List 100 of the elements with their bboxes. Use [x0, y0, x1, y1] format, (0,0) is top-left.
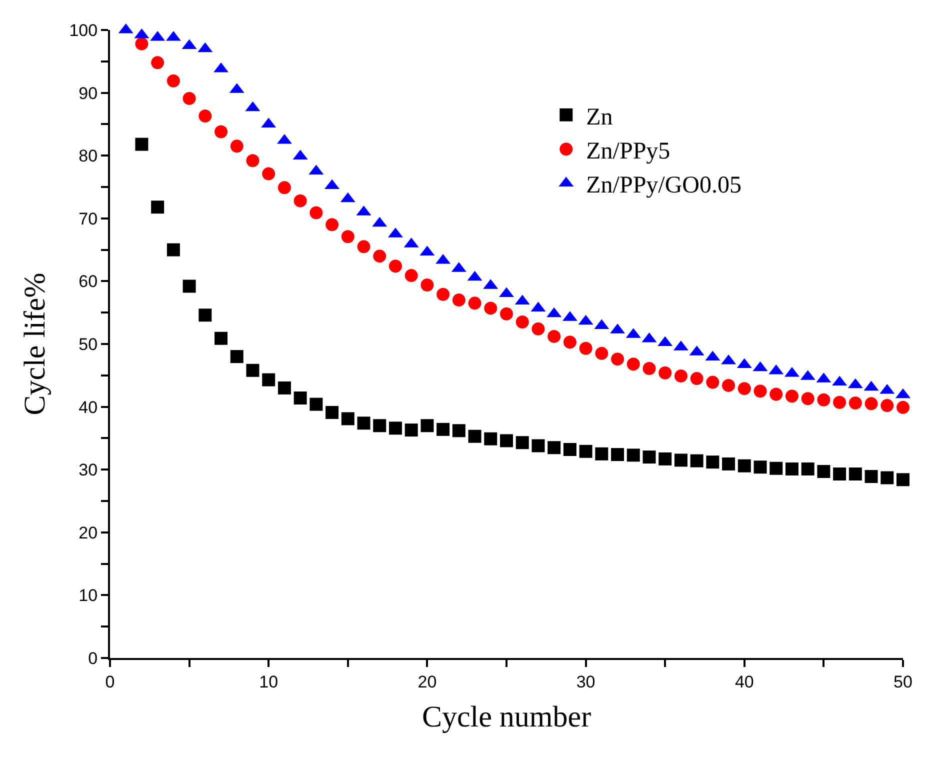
y-tick-label: 80: [78, 146, 98, 166]
point: [658, 452, 672, 466]
point: [642, 450, 656, 464]
point: [166, 74, 180, 88]
point: [706, 456, 720, 469]
x-tick-label: 50: [894, 672, 912, 692]
point: [135, 138, 148, 151]
point: [770, 462, 783, 475]
y-tick-label: 0: [88, 648, 98, 668]
point: [833, 468, 846, 480]
point: [326, 218, 339, 232]
point: [611, 448, 624, 462]
point: [864, 470, 878, 484]
point: [388, 422, 402, 435]
point: [706, 376, 720, 389]
point: [326, 406, 339, 419]
point: [166, 243, 180, 256]
x-tick-label: 40: [734, 672, 754, 692]
point: [198, 308, 212, 322]
y-axis-title: Cycle life%: [18, 272, 52, 416]
point: [420, 419, 434, 432]
point: [262, 167, 276, 180]
point: [388, 260, 402, 273]
point: [754, 460, 767, 474]
point: [848, 468, 862, 480]
point: [341, 412, 354, 426]
point: [611, 352, 624, 366]
point: [230, 140, 244, 153]
point: [785, 390, 798, 403]
point: [532, 439, 545, 452]
point: [722, 457, 736, 470]
point: [548, 441, 561, 454]
point: [452, 294, 466, 307]
point: [246, 364, 260, 377]
point: [833, 396, 846, 409]
point: [563, 336, 576, 349]
point: [770, 388, 783, 401]
point: [642, 362, 656, 375]
legend-label: Zn/PPy5: [586, 138, 670, 164]
y-tick-label: 90: [78, 84, 98, 103]
point: [357, 240, 370, 254]
point: [801, 392, 814, 406]
point: [310, 206, 323, 220]
point: [785, 462, 798, 476]
point: [548, 330, 561, 343]
y-tick-label: 40: [78, 398, 98, 417]
point: [484, 302, 498, 315]
point: [357, 416, 370, 430]
point: [690, 454, 704, 468]
point: [595, 447, 608, 460]
y-tick-label: 10: [78, 586, 98, 606]
point: [310, 398, 323, 411]
point: [436, 288, 450, 301]
point: [468, 296, 482, 310]
point: [738, 382, 751, 396]
point: [373, 250, 386, 263]
point: [896, 400, 910, 414]
point: [341, 230, 354, 244]
y-tick-label: 60: [78, 272, 98, 292]
legend-label: Zn: [586, 104, 613, 130]
point: [626, 358, 640, 371]
y-tick-label: 70: [78, 209, 98, 228]
point: [848, 396, 862, 410]
point: [230, 350, 244, 364]
point: [579, 342, 592, 355]
point: [420, 278, 434, 292]
point: [404, 269, 418, 282]
point: [373, 419, 386, 432]
point: [151, 56, 164, 70]
point: [182, 280, 196, 293]
point: [135, 37, 148, 50]
y-tick-label: 100: [69, 20, 98, 40]
point: [817, 464, 830, 478]
point: [674, 454, 688, 467]
x-axis-title: Cycle number: [422, 700, 592, 734]
point: [880, 399, 894, 412]
point: [151, 200, 164, 214]
point: [436, 422, 450, 436]
point: [484, 432, 498, 446]
point: [516, 316, 529, 329]
x-tick-label: 30: [576, 672, 596, 692]
point: [674, 370, 688, 383]
point: [294, 392, 307, 405]
point: [595, 346, 608, 360]
x-tick-label: 20: [418, 672, 437, 692]
point: [294, 194, 307, 208]
point: [278, 381, 291, 394]
point: [817, 393, 830, 406]
x-tick-label: 0: [105, 672, 115, 692]
legend-label: Zn/PPy/GO0.05: [586, 172, 742, 199]
point: [452, 424, 466, 438]
point: [722, 378, 736, 392]
point: [563, 443, 576, 456]
point: [896, 473, 910, 486]
y-tick-label: 20: [78, 523, 98, 542]
point: [738, 459, 751, 472]
point: [404, 424, 418, 437]
point: [801, 462, 814, 476]
point: [864, 397, 878, 410]
point: [500, 434, 513, 448]
